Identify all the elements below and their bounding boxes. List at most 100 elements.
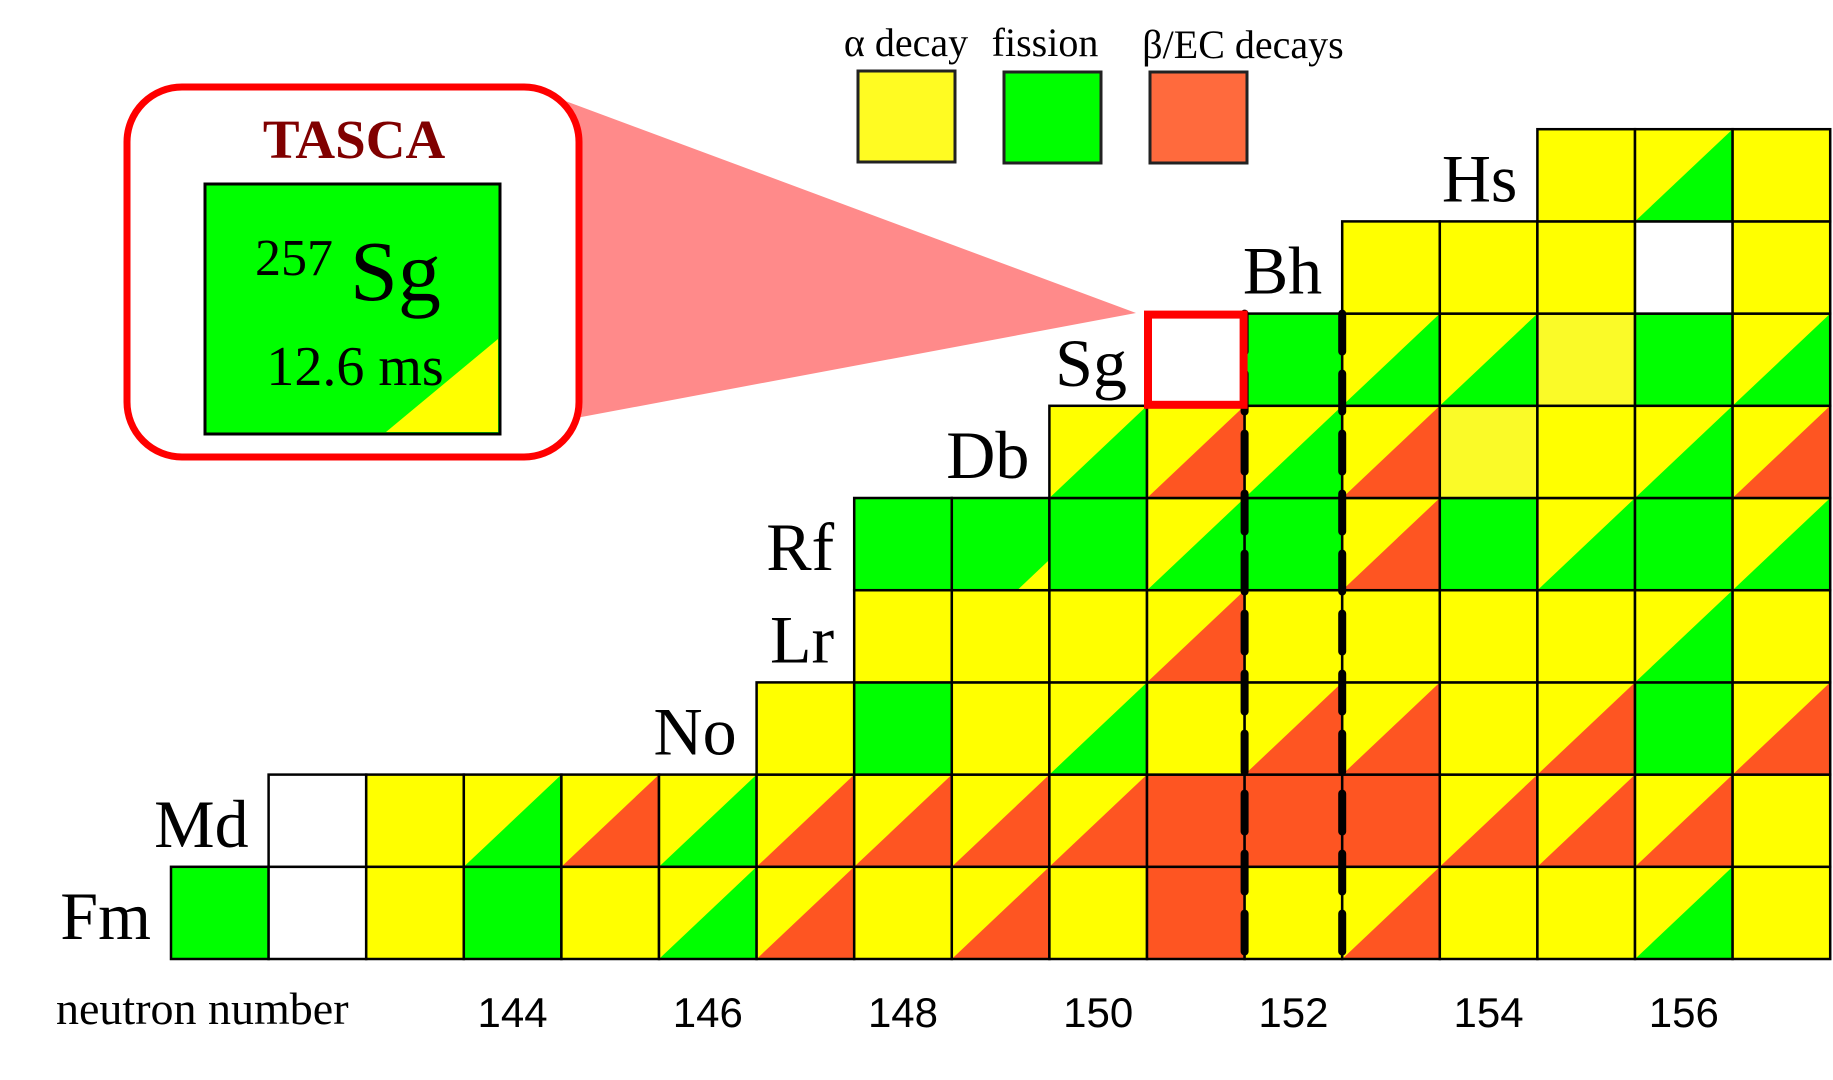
cell-fill (463, 866, 562, 959)
nuclide-cell-Sg-151 (1145, 312, 1246, 408)
cell-fill (1439, 498, 1538, 591)
nuclide-cell-Sg-157 (1731, 312, 1832, 408)
legend-swatch-fission (1002, 70, 1103, 165)
cell-fill (1732, 221, 1831, 314)
nuclide-cell-Fm-153 (1340, 865, 1442, 961)
cell-fill (1439, 405, 1538, 498)
x-axis-label: neutron number (56, 983, 349, 1034)
inset-panel: TASCA 257 Sg 12.6 ms (123, 83, 583, 461)
nuclide-cell-Bh-155 (1536, 220, 1637, 315)
nuclide-cell-Hs-155 (1536, 127, 1637, 223)
nuclide-cell-Rf-153 (1340, 496, 1442, 592)
cell-fill (1244, 590, 1343, 683)
cell-fill (951, 682, 1050, 775)
nuclide-cell-Rf-149 (950, 496, 1051, 592)
nuclide-cell-Sg-156 (1633, 312, 1734, 408)
cell-split-triangle (951, 774, 1050, 867)
nuclide-cell-Lr-149 (950, 588, 1051, 684)
nuclide-cell-No-152 (1243, 681, 1344, 776)
nuclide-cell-No-153 (1340, 681, 1442, 776)
nuclide-cell-Sg-152 (1243, 312, 1344, 408)
nuclide-cell-Hs-157 (1731, 127, 1832, 223)
x-tick-label: 152 (1258, 989, 1328, 1036)
nuclide-cell-Lr-156 (1633, 588, 1734, 684)
cell-fill (366, 774, 464, 867)
nuclide-cell-Lr-150 (1048, 588, 1149, 684)
x-tick-label: 150 (1063, 989, 1133, 1036)
element-label-Db: Db (946, 417, 1029, 493)
inset-alpha-corner (386, 339, 498, 432)
cell-fill (1537, 590, 1635, 683)
cell-fill (1244, 498, 1343, 591)
nuclide-cell-Fm-143 (364, 865, 466, 961)
nuclide-cell-No-157 (1731, 681, 1832, 776)
cell-split-triangle (561, 774, 659, 867)
cell-fill (171, 866, 269, 959)
nuclide-cell-Bh-154 (1438, 220, 1539, 315)
cell-fill (268, 866, 367, 959)
nuclide-cell-Fm-145 (560, 865, 661, 961)
cell-split-triangle (1244, 682, 1343, 775)
cell-split-triangle (756, 866, 855, 959)
nuclide-cell-Rf-156 (1633, 496, 1734, 592)
cell-split-triangle (1342, 498, 1440, 591)
element-label-No: No (653, 694, 736, 770)
nuclide-cell-Db-151 (1145, 404, 1246, 500)
cell-fill (854, 866, 952, 959)
cell-fill (951, 498, 1050, 591)
nuclide-cell-Md-142 (267, 773, 368, 869)
inset-cell-border (203, 182, 502, 436)
cell-split-triangle (1342, 866, 1440, 959)
nuclide-cell-Sg-154 (1438, 312, 1539, 408)
cell-split-triangle (1244, 405, 1343, 498)
cell-fill (854, 498, 952, 591)
nuclide-cell-Fm-142 (267, 865, 368, 961)
nuclide-cell-No-155 (1536, 681, 1637, 776)
cell-split-triangle (1342, 405, 1440, 498)
cell-fill (1342, 774, 1440, 867)
nuclide-cell-Fm-141 (169, 865, 270, 961)
cell-fill (1537, 313, 1635, 406)
cell-fill (756, 682, 855, 775)
legend-label-alpha: α decay (844, 20, 968, 65)
cell-split-triangle (1635, 405, 1733, 498)
nuclide-cell-Md-151 (1145, 773, 1246, 869)
nuclide-cell-Fm-149 (950, 865, 1051, 961)
cell-split-triangle (1732, 498, 1831, 591)
element-label-Bh: Bh (1243, 233, 1322, 309)
nuclide-cell-Sg-153 (1340, 312, 1442, 408)
nuclide-cell-Rf-154 (1438, 496, 1539, 592)
nuclide-cell-No-156 (1633, 681, 1734, 776)
element-label-Rf: Rf (766, 509, 834, 585)
element-label-Lr: Lr (770, 601, 835, 677)
nuclide-cell-Md-157 (1731, 773, 1832, 869)
inset-title: TASCA (263, 109, 446, 170)
nuclide-cell-Lr-154 (1438, 588, 1539, 684)
cell-split-triangle (1049, 405, 1147, 498)
cell-fill (854, 682, 952, 775)
cell-fill (951, 590, 1050, 683)
cell-split-triangle (1147, 590, 1245, 683)
cell-split-triangle (463, 774, 562, 867)
legend-label-beta: β/EC decays (1142, 22, 1343, 67)
nuclide-cell-Fm-157 (1731, 865, 1832, 961)
cell-fill (1439, 590, 1538, 683)
nuclide-cell-Md-152 (1243, 773, 1344, 869)
cell-fill (1537, 866, 1635, 959)
cell-split-triangle (1537, 682, 1635, 775)
cell-fill (1537, 129, 1635, 222)
cell-fill (1342, 590, 1440, 683)
cell-split-triangle (1049, 774, 1147, 867)
cell-fill (1635, 313, 1733, 406)
nuclide-cell-Lr-157 (1731, 588, 1832, 684)
nuclide-cell-Rf-152 (1243, 496, 1344, 592)
nuclide-cell-Lr-152 (1243, 588, 1344, 684)
nuclide-cell-Rf-151 (1145, 496, 1246, 592)
legend-label-fission: fission (992, 20, 1099, 65)
inset-symbol: Sg (350, 223, 441, 319)
nuclide-cell-Md-156 (1633, 773, 1734, 869)
nuclide-cell-Md-144 (462, 773, 563, 869)
cell-split-triangle (1732, 682, 1831, 775)
element-label-Fm: Fm (60, 878, 151, 954)
